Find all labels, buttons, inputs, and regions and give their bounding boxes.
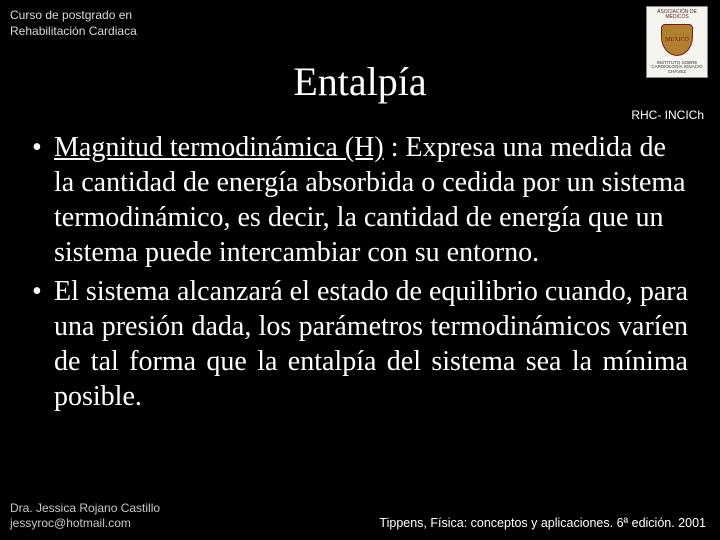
- bullet-text: El sistema alcanzará el estado de equili…: [54, 274, 688, 414]
- bullet-item: • El sistema alcanzará el estado de equi…: [32, 274, 688, 414]
- logo-top-text: ASOCIACIÓN DE MÉDICOS: [649, 10, 705, 20]
- author-name: Dra. Jessica Rojano Castillo: [10, 501, 160, 517]
- author-footer: Dra. Jessica Rojano Castillo jessyroc@ho…: [10, 501, 160, 532]
- course-header: Curso de postgrado en Rehabilitación Car…: [10, 8, 137, 39]
- bullet-mark: •: [32, 130, 54, 270]
- bullet-mark: •: [32, 274, 54, 414]
- bullet-text: Magnitud termodinámica (H) : Expresa una…: [54, 130, 688, 270]
- course-line1: Curso de postgrado en: [10, 8, 137, 24]
- course-line2: Rehabilitación Cardiaca: [10, 24, 137, 40]
- shield-icon: MEXICO: [661, 24, 693, 56]
- bullet-item: • Magnitud termodinámica (H) : Expresa u…: [32, 130, 688, 270]
- author-email: jessyroc@hotmail.com: [10, 516, 160, 532]
- slide-title: Entalpía: [0, 58, 720, 105]
- institution-tag: RHC- INCICh: [631, 108, 704, 122]
- citation-footer: Tippens, Física: conceptos y aplicacione…: [379, 516, 706, 530]
- slide-body: • Magnitud termodinámica (H) : Expresa u…: [32, 130, 688, 418]
- underlined-term: Magnitud termodinámica (H): [54, 132, 384, 163]
